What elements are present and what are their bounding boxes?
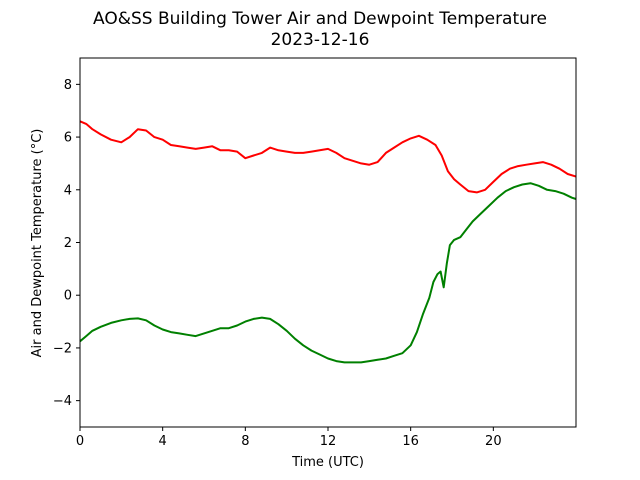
y-tick-label-8: 8 <box>64 78 72 93</box>
y-tick-label-6: 6 <box>64 131 72 146</box>
chart-title: AO&SS Building Tower Air and Dewpoint Te… <box>93 9 547 29</box>
chart-subtitle: 2023-12-16 <box>271 30 370 50</box>
x-tick-label-4: 4 <box>159 434 167 449</box>
x-tick-label-20: 20 <box>485 434 502 449</box>
y-tick-label--2: −2 <box>53 341 72 356</box>
plot-area: 0 4 8 12 16 20 −4 −2 0 2 4 6 8 <box>53 57 577 449</box>
x-tick-label-0: 0 <box>76 434 84 449</box>
x-tick-label-8: 8 <box>241 434 249 449</box>
y-tick-label-0: 0 <box>64 289 72 304</box>
y-axis-label: Air and Dewpoint Temperature (°C) <box>30 129 45 358</box>
series-line-1 <box>79 182 577 364</box>
x-tick-label-16: 16 <box>402 434 419 449</box>
x-tick-label-12: 12 <box>320 434 337 449</box>
y-tick-label-2: 2 <box>64 236 72 251</box>
series-line-0 <box>79 120 577 194</box>
y-tick-label-4: 4 <box>64 183 72 198</box>
plot-frame <box>79 57 577 428</box>
y-tick-label--4: −4 <box>53 394 72 409</box>
x-axis-label: Time (UTC) <box>291 455 364 470</box>
